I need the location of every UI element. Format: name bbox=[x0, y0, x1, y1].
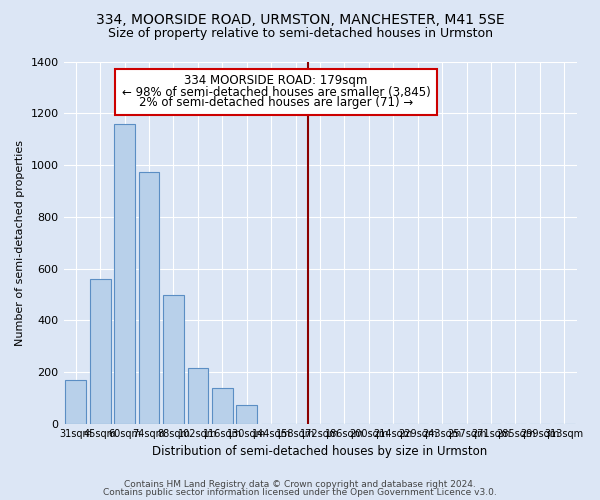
FancyBboxPatch shape bbox=[115, 70, 437, 114]
Text: ← 98% of semi-detached houses are smaller (3,845): ← 98% of semi-detached houses are smalle… bbox=[122, 86, 430, 99]
Bar bbox=[236, 404, 257, 424]
Text: 334, MOORSIDE ROAD, URMSTON, MANCHESTER, M41 5SE: 334, MOORSIDE ROAD, URMSTON, MANCHESTER,… bbox=[95, 12, 505, 26]
Text: Size of property relative to semi-detached houses in Urmston: Size of property relative to semi-detach… bbox=[107, 28, 493, 40]
Bar bbox=[65, 380, 86, 424]
Bar bbox=[212, 388, 233, 424]
Bar bbox=[163, 294, 184, 424]
Bar bbox=[139, 172, 160, 424]
Text: Contains HM Land Registry data © Crown copyright and database right 2024.: Contains HM Land Registry data © Crown c… bbox=[124, 480, 476, 489]
Text: Contains public sector information licensed under the Open Government Licence v3: Contains public sector information licen… bbox=[103, 488, 497, 497]
Bar bbox=[114, 124, 135, 424]
Bar bbox=[90, 279, 110, 424]
Y-axis label: Number of semi-detached properties: Number of semi-detached properties bbox=[15, 140, 25, 346]
X-axis label: Distribution of semi-detached houses by size in Urmston: Distribution of semi-detached houses by … bbox=[152, 444, 488, 458]
Text: 334 MOORSIDE ROAD: 179sqm: 334 MOORSIDE ROAD: 179sqm bbox=[184, 74, 368, 88]
Bar bbox=[188, 368, 208, 424]
Text: 2% of semi-detached houses are larger (71) →: 2% of semi-detached houses are larger (7… bbox=[139, 96, 413, 110]
